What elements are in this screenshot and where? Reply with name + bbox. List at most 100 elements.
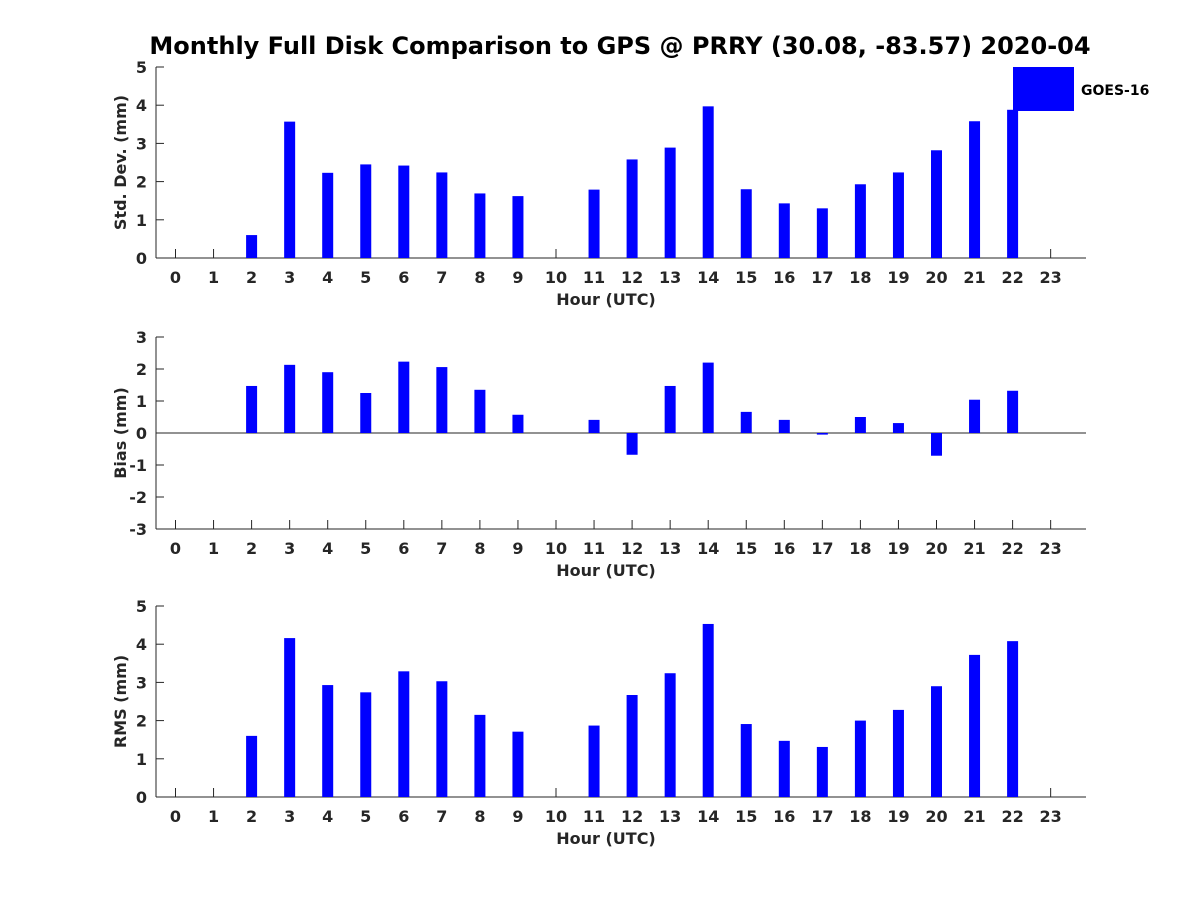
x-tick-label: 20 [925,807,947,826]
bar-hour-17 [816,208,828,258]
bar-hour-19 [892,172,904,258]
y-tick-label: 4 [136,635,147,654]
x-tick-label: 1 [208,268,219,287]
y-tick-label: 3 [136,673,147,692]
x-tick-label: 18 [849,807,871,826]
x-tick-label: 11 [583,539,605,558]
x-tick-label: 12 [621,268,643,287]
y-axis-label: Std. Dev. (mm) [111,95,130,230]
y-tick-label: -1 [129,456,147,475]
y-tick-label: -2 [129,488,147,507]
bar-hour-2 [246,735,258,797]
y-tick-label: 1 [136,750,147,769]
bar-hour-18 [854,184,866,258]
bar-hour-7 [436,172,448,258]
bar-hour-21 [969,399,981,433]
x-tick-label: 17 [811,807,833,826]
x-tick-label: 16 [773,268,795,287]
x-tick-label: 7 [436,268,447,287]
y-tick-label: 0 [136,249,147,268]
bar-hour-7 [436,367,448,433]
bar-hour-21 [969,121,981,258]
x-tick-label: 17 [811,268,833,287]
x-tick-label: 9 [512,268,523,287]
x-tick-label: 3 [284,539,295,558]
y-tick-label: 3 [136,328,147,347]
legend-swatch [1013,67,1074,111]
x-tick-label: 9 [512,539,523,558]
x-tick-label: 1 [208,539,219,558]
x-tick-label: 18 [849,268,871,287]
x-tick-label: 8 [474,539,485,558]
x-axis-label: Hour (UTC) [556,290,656,309]
x-tick-label: 23 [1040,268,1062,287]
y-tick-label: -3 [129,520,147,539]
bar-hour-19 [892,423,904,433]
x-tick-label: 6 [398,807,409,826]
x-tick-label: 8 [474,268,485,287]
x-tick-label: 7 [436,807,447,826]
x-tick-label: 14 [697,807,719,826]
bar-hour-13 [664,147,676,258]
bar-hour-11 [588,419,600,433]
x-tick-label: 14 [697,268,719,287]
x-tick-label: 0 [170,807,181,826]
y-tick-label: 4 [136,96,147,115]
bar-hour-12 [626,433,638,455]
bar-hour-19 [892,709,904,797]
x-tick-label: 14 [697,539,719,558]
bar-hour-9 [512,731,524,797]
y-tick-label: 1 [136,211,147,230]
bar-hour-8 [474,389,486,433]
x-tick-label: 15 [735,268,757,287]
bar-hour-5 [360,393,372,433]
x-tick-label: 0 [170,539,181,558]
y-tick-label: 1 [136,392,147,411]
x-tick-label: 21 [963,268,985,287]
x-tick-label: 4 [322,268,333,287]
bar-hour-4 [322,372,334,433]
x-tick-label: 7 [436,539,447,558]
y-tick-label: 0 [136,788,147,807]
bar-hour-7 [436,681,448,797]
bar-hour-3 [284,121,296,258]
bar-hour-14 [702,623,714,797]
x-tick-label: 18 [849,539,871,558]
bar-hour-15 [740,411,752,433]
x-tick-label: 21 [963,807,985,826]
bar-hour-12 [626,159,638,258]
y-tick-label: 5 [136,597,147,616]
x-tick-label: 10 [545,539,567,558]
y-tick-label: 2 [136,360,147,379]
bar-hour-11 [588,725,600,797]
x-tick-label: 20 [925,539,947,558]
x-tick-label: 2 [246,807,257,826]
y-tick-label: 3 [136,134,147,153]
x-tick-label: 10 [545,807,567,826]
bar-hour-15 [740,189,752,258]
x-tick-label: 4 [322,807,333,826]
figure-title: Monthly Full Disk Comparison to GPS @ PR… [149,32,1090,60]
legend: GOES-16 [1013,67,1149,111]
x-tick-label: 20 [925,268,947,287]
x-tick-label: 17 [811,539,833,558]
bar-hour-22 [1007,109,1019,258]
bar-hour-13 [664,385,676,433]
bar-hour-13 [664,673,676,797]
x-tick-label: 15 [735,807,757,826]
x-tick-label: 10 [545,268,567,287]
bar-hour-11 [588,189,600,258]
bar-hour-2 [246,235,258,258]
x-tick-label: 8 [474,807,485,826]
x-tick-label: 22 [1001,268,1023,287]
x-tick-label: 22 [1001,539,1023,558]
bar-hour-17 [816,746,828,797]
x-tick-label: 19 [887,539,909,558]
bar-hour-9 [512,414,524,433]
x-tick-label: 12 [621,539,643,558]
